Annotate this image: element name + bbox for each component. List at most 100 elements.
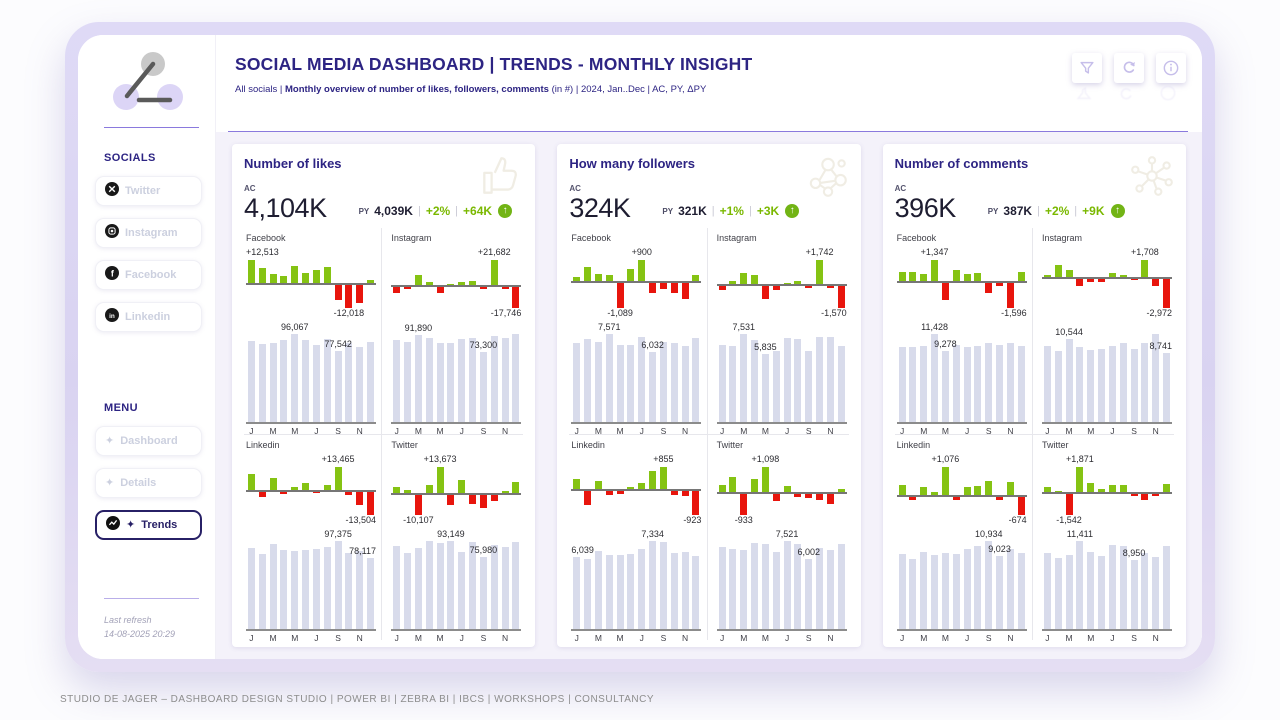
month-tick: J [394,633,399,643]
delta-bar [692,491,700,515]
sparkle-icon: ✦ [126,518,136,531]
month-tick: J [899,633,905,643]
menu-list: ✦ Dashboard ✦ Details ✦ Trends [78,426,215,540]
column-axis-line [391,422,522,424]
instagram-icon [105,223,119,243]
month-tick: N [827,426,834,436]
delta-bar [501,287,509,289]
delta-bar [1006,482,1014,496]
sidebar-item-facebook[interactable]: f Facebook [95,260,202,290]
cards-container: Number of likes AC 4,104K PY 4,039K | +2% | +64K… [216,132,1202,659]
column-bar [909,346,917,422]
month-tick: M [1065,426,1073,436]
delta-bar [794,280,802,285]
delta-min-label: -17,746 [490,308,522,318]
month-tick: N [682,633,689,643]
delta-bar [996,497,1004,501]
delta-bar [941,467,949,496]
sidebar-item-twitter[interactable]: Twitter [95,176,202,206]
delta-bar [638,260,646,281]
sidebar-item-instagram[interactable]: Instagram [95,218,202,248]
sidebar: SOCIALS Twitter Instagram f Facebook in Linke… [78,35,216,659]
subtitle-bold: Monthly overview of number of likes, fol… [284,84,549,95]
column-value-label: 75,980 [469,545,498,556]
column-axis-line [896,422,1027,424]
delta-chart: +21,682 -17,746 [391,247,522,319]
delta-bar [826,286,834,288]
column-axis-line [716,422,847,424]
delta-bar [447,495,455,506]
reset-button[interactable] [1114,53,1144,100]
column-chart: 11,411 8,950 [1041,528,1172,631]
column-bar [490,544,498,629]
column-chart: 96,067 77,542 [246,321,376,424]
menu-item-dashboard[interactable]: ✦ Dashboard [95,426,202,456]
platform-label: Twitter [391,440,418,450]
delta-bar [425,281,433,286]
column-bar [1017,345,1025,422]
column-bar [941,350,949,422]
delta-bar [931,260,939,282]
kpi-percent-value: +1% [719,204,744,218]
delta-bar [393,287,401,293]
column-bar [501,337,509,422]
sidebar-item-linkedin[interactable]: in Linkedin [95,302,202,332]
column-bar [594,341,602,422]
up-arrow-icon: ↑ [785,204,800,218]
delta-bar [501,491,509,494]
delta-bar [772,286,780,291]
info-button[interactable] [1156,53,1186,101]
delta-bar [681,491,689,497]
menu-item-trends[interactable]: ✦ Trends [95,510,202,540]
month-tick: S [480,426,487,436]
delta-bar [334,467,342,490]
delta-bar [1006,283,1014,308]
month-tick: J [394,426,399,436]
sparkle-icon: ✦ [105,434,115,447]
column-bar [837,346,845,422]
delta-bar [805,286,813,288]
delta-axis-line [246,489,376,492]
month-tick: M [1087,426,1095,436]
month-tick: J [1110,426,1115,436]
column-bar [345,343,353,422]
column-bar [963,346,971,422]
delta-bar [920,487,928,496]
column-bar [1054,350,1062,422]
column-bar [1152,556,1160,629]
platform-label: Instagram [391,233,432,243]
menu-item-details[interactable]: ✦ Details [95,468,202,498]
column-bar [594,551,602,629]
column-bar [356,346,364,422]
delta-bar [996,283,1004,287]
delta-bar [1108,272,1116,277]
column-bar [783,541,791,629]
kpi-py-label: PY [358,206,370,216]
column-bar [681,346,689,422]
column-bar [258,344,266,422]
delta-bar [826,493,834,505]
column-chart: 11,428 9,278 [896,321,1027,424]
column-chart: 7,571 6,032 [571,321,702,424]
info-icon [1163,60,1179,76]
delta-bar [805,493,813,499]
column-bar [367,342,375,422]
month-tick: N [1152,633,1159,643]
column-bar [345,553,353,629]
column-bar [1017,553,1025,629]
reset-icon [1123,61,1135,73]
delta-bar [458,282,466,286]
column-value-label: 6,032 [641,339,664,350]
delta-bar [1017,272,1025,282]
column-value-label: 6,039 [571,544,594,555]
sidebar-divider [104,127,199,128]
delta-bar [1163,278,1171,308]
filter-button[interactable] [1072,53,1102,100]
column-bar [783,337,791,422]
delta-bar [718,485,726,492]
delta-bar [258,491,266,498]
delta-min-label: -933 [734,515,753,525]
month-tick: S [1131,426,1137,436]
column-bar [1006,549,1014,629]
